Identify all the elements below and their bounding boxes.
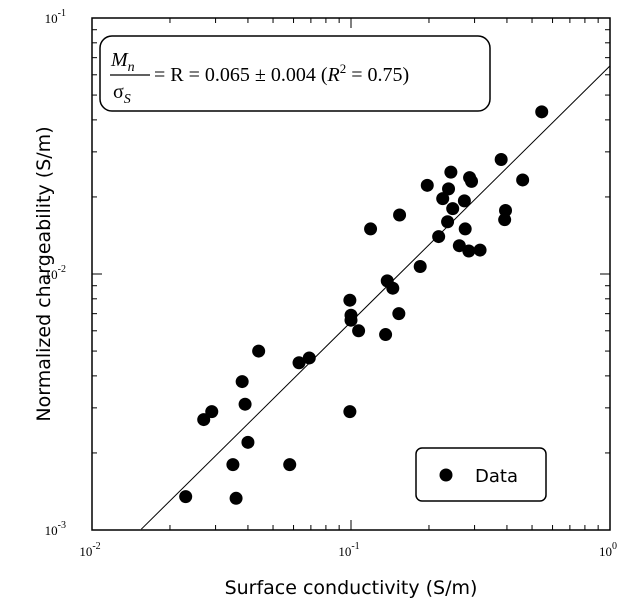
equation-main: = R = 0.065 ± 0.004 ( [154, 64, 328, 86]
data-point [343, 293, 357, 307]
equation-numerator: Mn [110, 49, 135, 75]
data-point [413, 259, 427, 273]
data-point [516, 173, 530, 187]
data-point [179, 490, 193, 504]
data-point [252, 344, 266, 358]
denominator-symbol: σ [113, 81, 124, 103]
data-point [292, 356, 306, 370]
x-tick-label: 100 [599, 541, 617, 559]
equation-annotation: Mn σS = R = 0.065 ± 0.004 (R2 = 0.75) [99, 35, 491, 112]
data-point [238, 397, 252, 411]
legend-box [415, 447, 547, 502]
data-point [465, 174, 479, 188]
data-point [458, 222, 472, 236]
equation-box [99, 35, 491, 112]
data-point [226, 458, 240, 472]
equation-body: = R = 0.065 ± 0.004 (R2 = 0.75) [154, 61, 409, 86]
data-point [446, 202, 460, 216]
data-point [379, 328, 393, 342]
data-point [343, 405, 357, 419]
data-point [535, 105, 549, 119]
data-point [392, 307, 406, 321]
numerator-subscript: n [128, 60, 135, 75]
data-point [494, 153, 508, 167]
y-tick-labels: 10-3 10-2 10-1 [45, 8, 66, 538]
data-point [283, 458, 297, 472]
legend-label-data: Data [475, 466, 518, 487]
y-tick-label: 10-2 [45, 264, 66, 282]
x-tick-label: 10-1 [338, 541, 359, 559]
data-point [452, 239, 466, 253]
axis-ticks [91, 17, 611, 531]
data-point [386, 281, 400, 295]
numerator-symbol: M [110, 49, 129, 71]
data-point [302, 351, 316, 365]
r2-symbol: R [327, 64, 340, 86]
data-point [197, 413, 211, 427]
data-point [432, 230, 446, 244]
data-points [179, 105, 549, 505]
data-point [462, 244, 476, 258]
data-point [344, 313, 358, 327]
y-tick-label: 10-3 [45, 520, 66, 538]
data-point [441, 215, 455, 229]
equation-denominator: σS [113, 81, 131, 107]
fit-line [140, 65, 611, 530]
data-point [420, 178, 434, 192]
y-tick-label: 10-1 [45, 8, 66, 26]
data-point [235, 375, 249, 389]
data-point [352, 324, 366, 338]
legend: Data [415, 447, 547, 502]
x-tick-label: 10-2 [79, 541, 100, 559]
data-point [499, 204, 513, 218]
data-point [241, 435, 255, 449]
r2-value: = 0.75) [346, 64, 409, 86]
data-point [442, 182, 456, 196]
x-tick-labels: 10-2 10-1 100 [79, 541, 617, 559]
denominator-subscript: S [124, 92, 131, 107]
data-point [436, 192, 450, 206]
y-axis-title: Normalized chargeability (S/m) [33, 126, 55, 421]
data-point [364, 222, 378, 236]
data-point [229, 491, 243, 505]
data-point [205, 405, 219, 419]
legend-marker [439, 468, 453, 482]
data-point [393, 208, 407, 222]
data-point [457, 194, 471, 208]
r2-exponent: 2 [340, 61, 347, 76]
data-point [444, 165, 458, 179]
x-axis-title: Surface conductivity (S/m) [225, 577, 478, 599]
data-point [473, 243, 487, 257]
